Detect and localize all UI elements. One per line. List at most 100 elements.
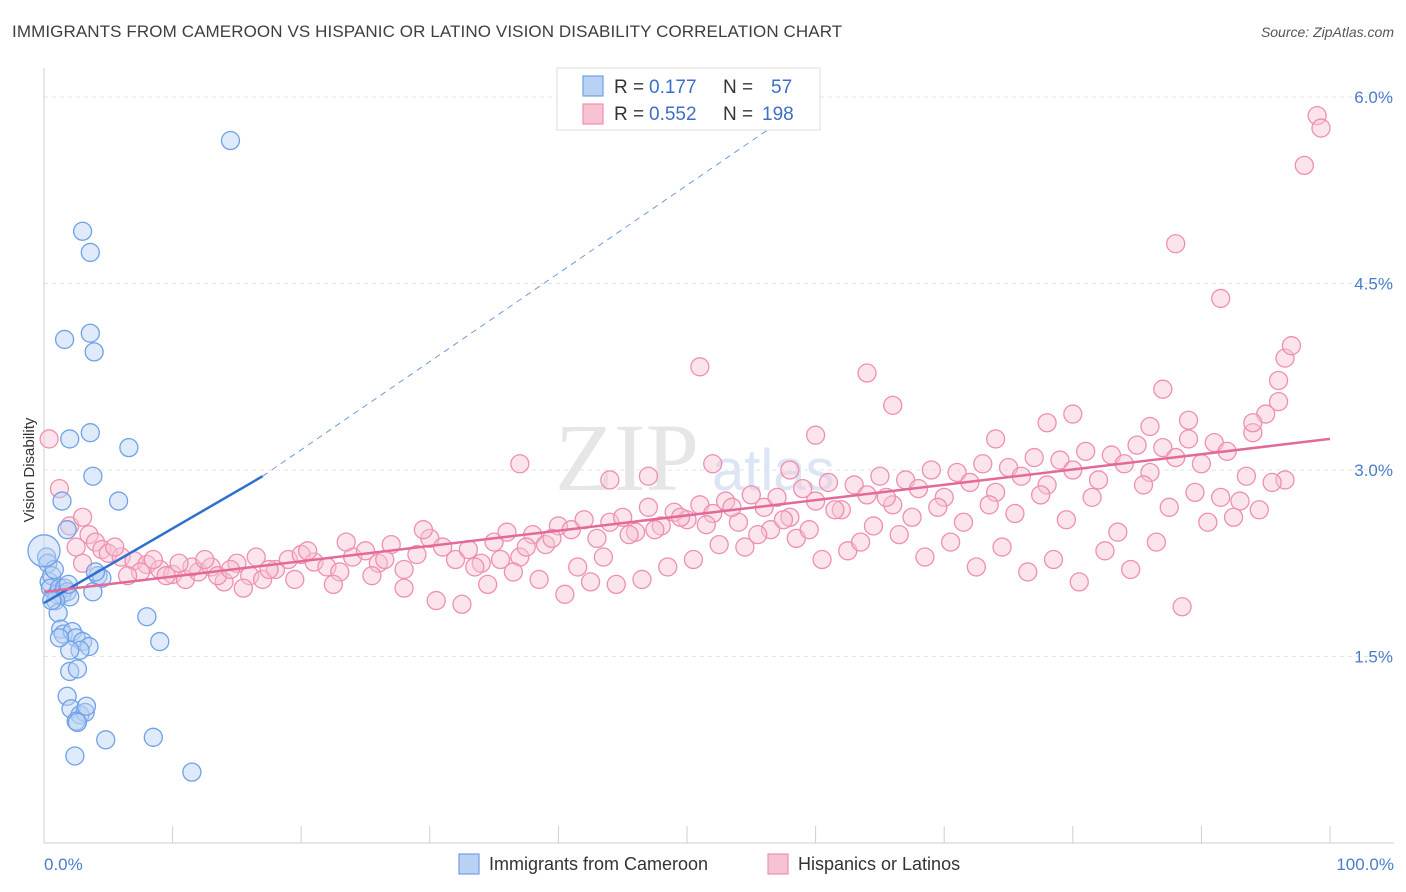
point-cameroon: [44, 559, 64, 580]
point-hispanic: [285, 569, 305, 590]
point-hispanic: [394, 578, 414, 598]
point-hispanic: [606, 574, 626, 595]
watermark: ZIP atlas: [555, 404, 835, 511]
stats-pink-n-label: N =: [723, 104, 753, 125]
point-hispanic: [992, 537, 1012, 557]
point-hispanic: [1153, 437, 1173, 458]
point-hispanic: [1185, 482, 1205, 503]
point-hispanic: [857, 363, 877, 383]
point-hispanic: [478, 574, 498, 595]
point-cameroon: [96, 730, 116, 750]
point-hispanic: [1088, 470, 1109, 490]
point-hispanic: [252, 569, 273, 590]
point-hispanic: [542, 528, 562, 549]
point-hispanic: [1166, 234, 1186, 254]
point-cameroon: [67, 712, 88, 733]
point-hispanic: [709, 534, 729, 555]
point-hispanic: [1127, 435, 1147, 455]
point-hispanic: [49, 478, 70, 499]
point-hispanic: [1230, 491, 1250, 511]
point-hispanic: [1311, 118, 1331, 138]
point-hispanic: [568, 557, 588, 577]
point-hispanic: [1095, 541, 1115, 561]
point-hispanic: [465, 557, 485, 577]
point-cameroon: [76, 696, 97, 716]
point-hispanic: [940, 532, 961, 552]
point-hispanic: [696, 515, 716, 535]
point-hispanic: [748, 525, 768, 545]
point-cameroon: [48, 603, 68, 623]
point-hispanic: [1211, 487, 1231, 508]
point-hispanic: [1063, 404, 1083, 424]
point-hispanic: [741, 485, 761, 505]
point-hispanic: [143, 549, 163, 570]
point-hispanic: [452, 594, 472, 614]
point-hispanic: [799, 520, 819, 540]
point-hispanic: [323, 574, 344, 595]
point-cameroon: [143, 727, 163, 747]
point-hispanic: [195, 549, 215, 570]
point-hispanic: [638, 466, 659, 486]
point-hispanic: [394, 559, 414, 580]
point-cameroon: [137, 607, 157, 627]
point-hispanic: [1243, 423, 1263, 443]
point-hispanic: [1108, 522, 1128, 542]
point-hispanic: [638, 497, 659, 517]
point-hispanic: [812, 549, 832, 570]
point-hispanic: [593, 547, 614, 567]
point-hispanic: [1121, 559, 1141, 580]
point-hispanic: [844, 475, 864, 495]
point-hispanic: [850, 532, 871, 552]
point-hispanic: [767, 487, 787, 508]
series-cameroon-points: [27, 130, 241, 782]
point-hispanic: [985, 482, 1006, 503]
trend-cameroon-dashed: [262, 96, 816, 477]
point-hispanic: [1275, 348, 1295, 368]
stats-blue-swatch: [582, 75, 604, 97]
x-tick-label-min: 0.0%: [44, 855, 83, 874]
point-hispanic: [683, 549, 704, 570]
point-hispanic: [703, 454, 723, 474]
point-hispanic: [503, 562, 524, 582]
trend-cameroon: [43, 475, 264, 605]
point-hispanic: [413, 520, 434, 540]
stats-blue-n-value: 57: [771, 77, 792, 98]
x-axis-ticks: [172, 826, 1331, 843]
point-hispanic: [1146, 532, 1167, 552]
trend-lines: [43, 96, 1331, 605]
point-hispanic: [902, 507, 922, 527]
y-axis-label: Vision Disability: [21, 417, 38, 522]
point-hispanic: [825, 500, 845, 520]
point-hispanic: [490, 549, 511, 570]
point-cameroon: [60, 640, 80, 660]
legend-pink-swatch: [767, 853, 789, 875]
point-hispanic: [362, 566, 382, 586]
point-hispanic: [1076, 441, 1096, 462]
point-hispanic: [1018, 562, 1038, 582]
point-hispanic: [587, 528, 607, 549]
point-hispanic: [889, 525, 909, 545]
stats-blue-r-value: 0.177: [649, 77, 697, 98]
point-hispanic: [632, 569, 652, 590]
point-hispanic: [1307, 106, 1327, 126]
stats-pink-n-value: 198: [762, 104, 794, 125]
point-hispanic: [915, 547, 935, 567]
point-hispanic: [1069, 572, 1089, 592]
point-cameroon: [49, 628, 70, 648]
point-hispanic: [1178, 410, 1199, 430]
stats-blue-n-label: N =: [723, 77, 753, 98]
point-hispanic: [973, 454, 993, 474]
point-hispanic: [336, 532, 356, 552]
y-tick-label: 3.0%: [1354, 461, 1393, 480]
point-hispanic: [1172, 597, 1192, 617]
point-hispanic: [39, 429, 59, 449]
point-hispanic: [934, 487, 954, 508]
chart-title: IMMIGRANTS FROM CAMEROON VS HISPANIC OR …: [12, 22, 843, 41]
point-hispanic: [1178, 429, 1199, 449]
point-hispanic: [735, 537, 755, 557]
point-hispanic: [1268, 391, 1289, 412]
y-tick-label: 1.5%: [1354, 648, 1393, 667]
point-hispanic: [645, 520, 665, 540]
point-hispanic: [928, 497, 948, 517]
